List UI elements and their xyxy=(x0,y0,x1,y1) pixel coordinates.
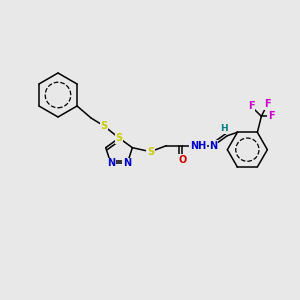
Text: S: S xyxy=(100,121,108,131)
Text: N: N xyxy=(123,158,131,168)
Text: H: H xyxy=(220,124,228,133)
Text: F: F xyxy=(264,99,271,110)
Text: O: O xyxy=(178,155,187,165)
Text: NH: NH xyxy=(190,141,206,151)
Text: S: S xyxy=(147,147,154,157)
Text: S: S xyxy=(116,133,123,143)
Text: N: N xyxy=(209,141,217,151)
Text: N: N xyxy=(107,158,115,168)
Text: F: F xyxy=(248,101,255,111)
Text: F: F xyxy=(268,111,275,122)
